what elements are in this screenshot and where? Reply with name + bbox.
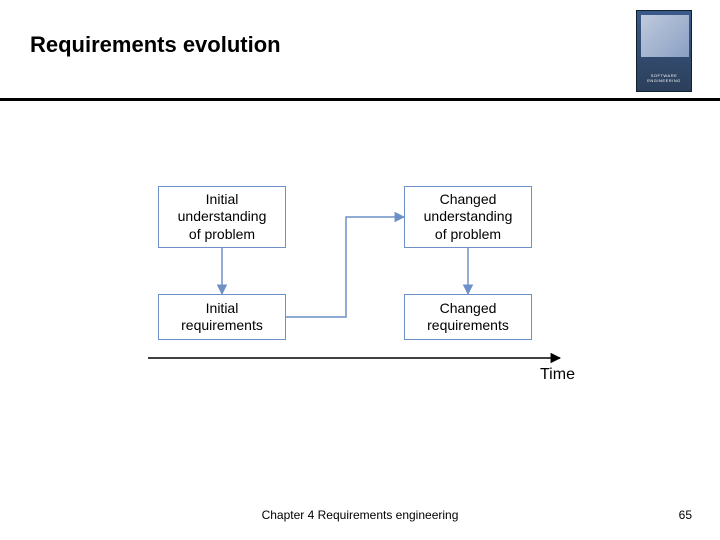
footer-text: Chapter 4 Requirements engineering (0, 508, 720, 522)
time-axis-label: Time (540, 366, 575, 384)
node-n1: Initialunderstandingof problem (158, 186, 286, 248)
slide: Requirements evolution SOFTWARE ENGINEER… (0, 0, 720, 540)
edge-n3-n2 (286, 217, 404, 317)
page-number: 65 (679, 508, 692, 522)
node-n3: Initialrequirements (158, 294, 286, 340)
diagram-svg (0, 0, 720, 540)
node-n2: Changedunderstandingof problem (404, 186, 532, 248)
node-n4: Changedrequirements (404, 294, 532, 340)
